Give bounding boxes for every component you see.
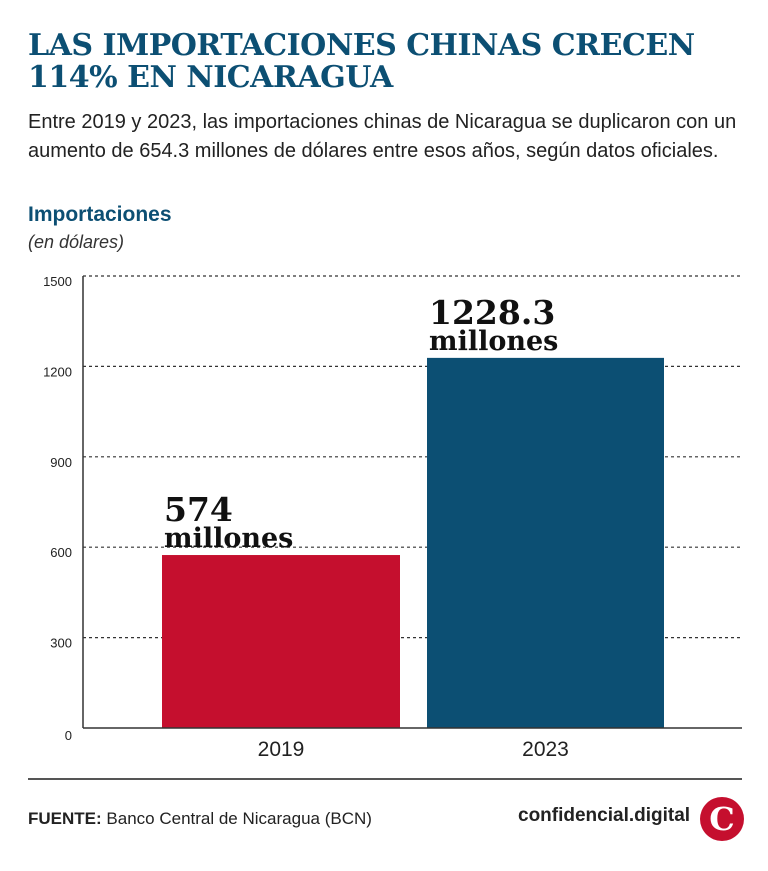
divider [28,778,742,780]
y-tick-label: 900 [50,455,72,470]
subtitle: Entre 2019 y 2023, las importaciones chi… [28,111,737,162]
source: FUENTE: Banco Central de Nicaragua (BCN) [28,809,372,829]
x-tick-label: 2019 [258,738,305,761]
bar-2023 [427,357,664,728]
data-label-unit: millones [164,523,293,554]
page-title: LAS IMPORTACIONES CHINAS CRECEN 114% EN … [28,28,695,95]
y-axis-label: (en dólares) [28,232,125,252]
y-tick-label: 600 [50,545,72,560]
data-label-value: 1228.3 [429,293,555,332]
brand-name: confidencial.digital [518,805,691,826]
y-tick-label: 0 [65,728,72,743]
source-label: FUENTE: [28,809,102,828]
source-text: Banco Central de Nicaragua (BCN) [106,809,372,828]
bar-chart: 030060090012001500574millones20191228.3m… [43,274,742,761]
chart-title: Importaciones [28,203,172,226]
y-tick-label: 300 [50,636,72,651]
brand-logo-icon: C [700,797,744,841]
data-label-unit: millones [429,326,558,357]
y-tick-label: 1200 [43,364,72,379]
bar-2019 [162,555,400,728]
x-tick-label: 2023 [522,738,569,761]
y-tick-label: 1500 [43,274,72,289]
data-label-value: 574 [164,490,233,529]
